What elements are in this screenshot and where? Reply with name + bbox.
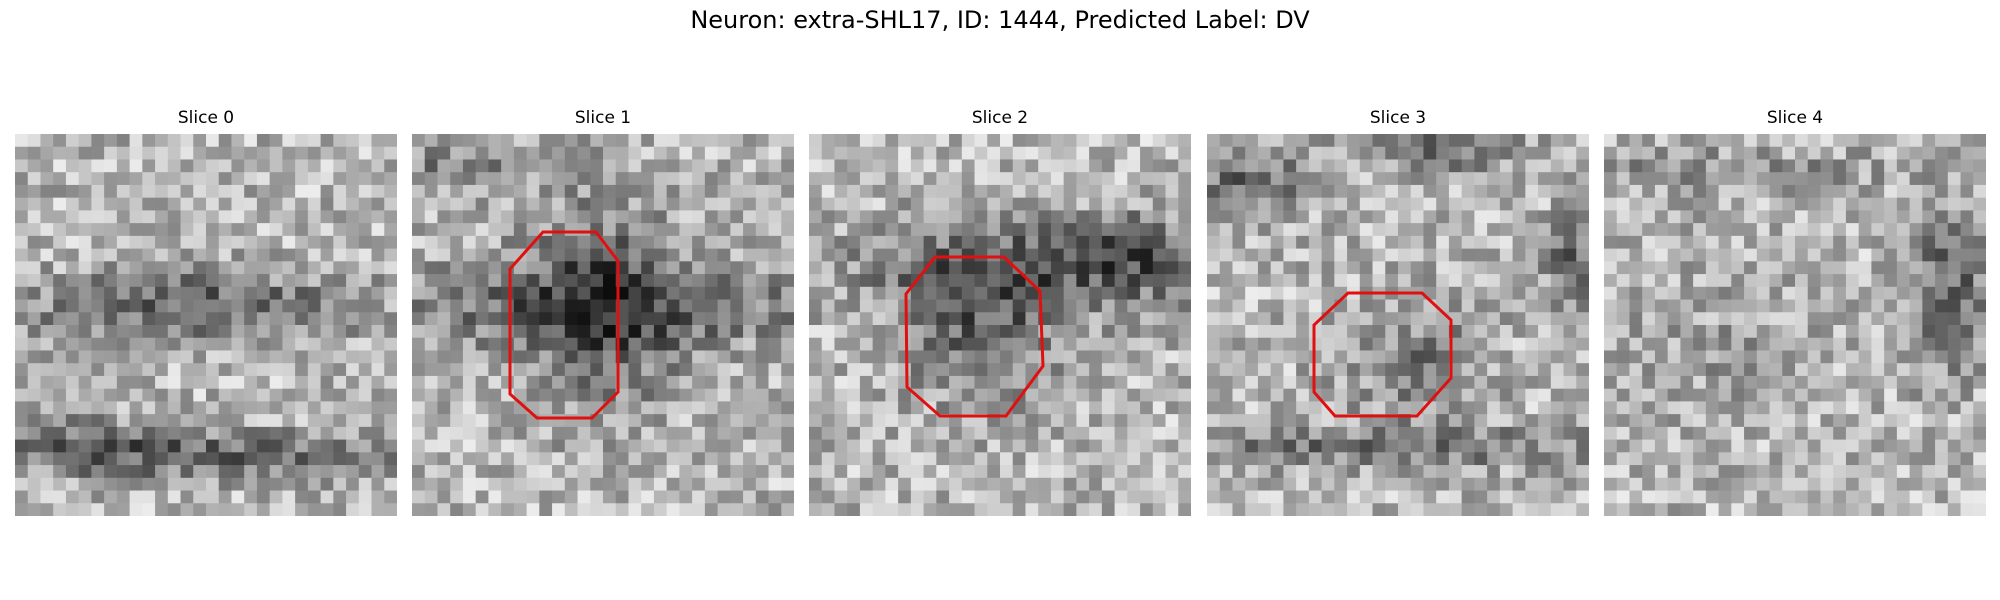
slice-title: Slice 2 [971, 108, 1029, 128]
slice-image [1207, 134, 1589, 516]
roi-outline [1312, 291, 1453, 418]
slice-title: Slice 3 [1369, 108, 1427, 128]
slice-panel: Slice 3 [1207, 108, 1589, 516]
slice-panel: Slice 1 [412, 108, 794, 516]
slice-image [15, 134, 397, 516]
figure-title: Neuron: extra-SHL17, ID: 1444, Predicted… [690, 6, 1310, 34]
slice-panel: Slice 2 [809, 108, 1191, 516]
slice-title: Slice 1 [574, 108, 632, 128]
slice-panel: Slice 0 [15, 108, 397, 516]
slice-title: Slice 0 [177, 108, 235, 128]
slice-title: Slice 4 [1766, 108, 1824, 128]
slice-image [809, 134, 1191, 516]
roi-outline [904, 255, 1045, 418]
slice-panel: Slice 4 [1604, 108, 1986, 516]
slice-image [1604, 134, 1986, 516]
roi-outline [508, 230, 620, 420]
slice-image [412, 134, 794, 516]
